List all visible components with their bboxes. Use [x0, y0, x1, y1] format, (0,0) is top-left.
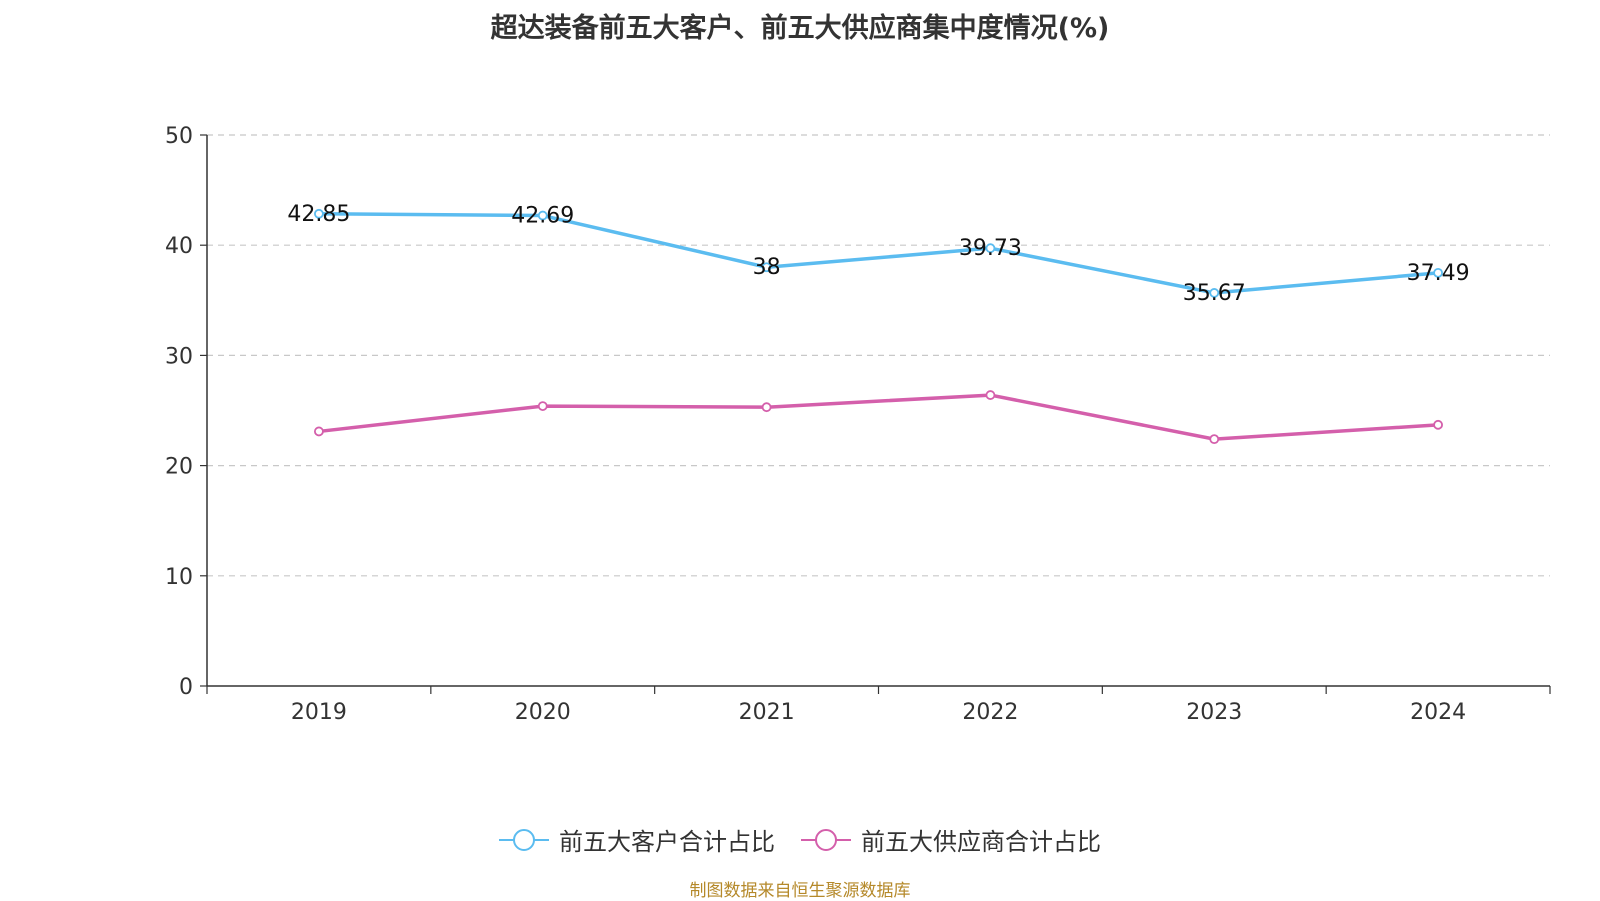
legend-label-customers: 前五大客户合计占比	[559, 828, 775, 856]
data-point[interactable]	[985, 390, 996, 400]
legend-label-suppliers: 前五大供应商合计占比	[861, 828, 1101, 856]
series-line-1	[318, 212, 1439, 295]
data-label: 37.49	[1407, 261, 1470, 286]
series-line-2	[318, 393, 1439, 441]
legend-item-suppliers[interactable]: 前五大供应商合计占比	[801, 822, 1101, 857]
y-tick-label: 30	[165, 344, 193, 369]
legend-item-customers[interactable]: 前五大客户合计占比	[499, 822, 775, 857]
data-point[interactable]	[761, 262, 772, 273]
chart-title: 超达装备前五大客户、前五大供应商集中度情况(%)	[490, 13, 1110, 44]
y-tick-label: 40	[165, 234, 193, 259]
data-label: 42.85	[287, 202, 350, 227]
data-label: 42.69	[511, 204, 574, 229]
x-tick-label: 2024	[1410, 700, 1466, 725]
data-point[interactable]	[985, 243, 996, 254]
data-point[interactable]	[1433, 419, 1443, 430]
data-point[interactable]	[314, 208, 324, 219]
legend: 前五大客户合计占比 前五大供应商合计占比	[0, 822, 1600, 857]
x-tick-label: 2019	[291, 700, 347, 725]
data-label: 38	[753, 255, 781, 280]
legend-marker-customers	[499, 828, 549, 851]
y-tick-label: 20	[165, 455, 193, 480]
source-note: 制图数据来自恒生聚源数据库	[689, 881, 911, 901]
x-tick-label: 2023	[1186, 700, 1242, 725]
data-point[interactable]	[537, 401, 548, 411]
y-tick-label: 10	[165, 565, 193, 590]
data-label: 39.73	[959, 236, 1022, 261]
data-point[interactable]	[1433, 267, 1443, 278]
x-tick-label: 2021	[739, 700, 795, 725]
x-tick-label: 2020	[515, 700, 571, 725]
data-label: 35.67	[1183, 281, 1246, 306]
x-tick-label: 2022	[962, 700, 1018, 725]
y-tick-label: 50	[165, 124, 193, 149]
data-point[interactable]	[761, 402, 772, 413]
y-tick-label: 0	[179, 675, 193, 700]
data-point[interactable]	[537, 210, 548, 221]
data-point[interactable]	[1209, 288, 1220, 298]
data-point[interactable]	[314, 426, 324, 437]
data-point[interactable]	[1209, 434, 1220, 445]
legend-marker-suppliers	[801, 828, 851, 851]
